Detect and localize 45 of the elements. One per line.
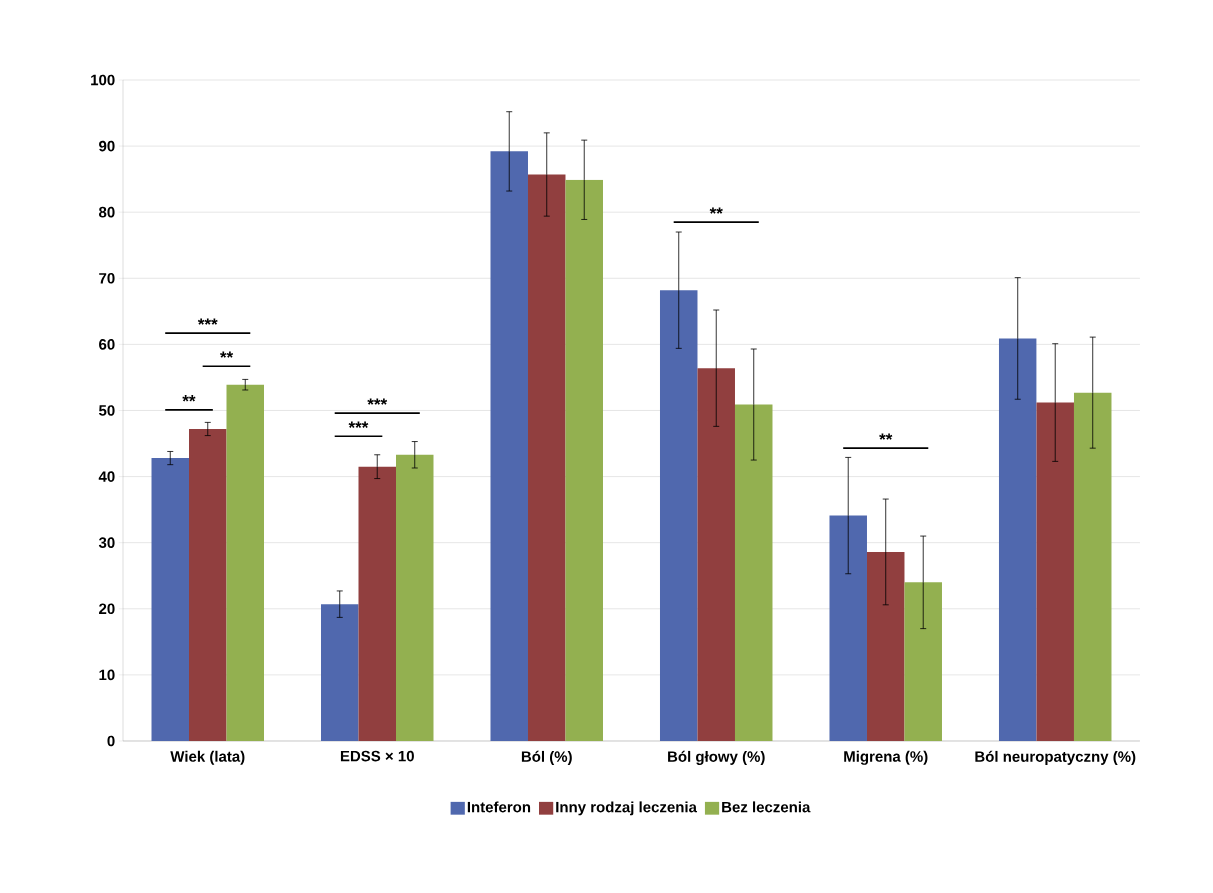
bar xyxy=(659,290,698,741)
annotation: ** xyxy=(879,433,893,440)
bar xyxy=(527,174,566,741)
y-tick-label: 80 xyxy=(98,206,115,218)
x-tick-label: Migrena (%) xyxy=(844,750,928,765)
annotation: *** xyxy=(348,421,369,428)
bar xyxy=(904,582,942,741)
legend-label: Inteferon xyxy=(467,801,531,813)
annotation: *** xyxy=(367,398,388,405)
y-tick-label: 70 xyxy=(99,272,115,284)
x-tick-label: Ból neuropatyczny (%) xyxy=(975,750,1136,765)
y-tick-label: 100 xyxy=(91,74,115,86)
annotation: ** xyxy=(709,207,723,214)
y-tick-label: 30 xyxy=(98,537,115,549)
bar xyxy=(396,454,434,741)
x-tick-label: EDSS × 10 xyxy=(340,750,414,762)
bar xyxy=(151,458,189,741)
bar xyxy=(1073,392,1112,741)
annotation: ** xyxy=(182,395,196,402)
bar xyxy=(490,151,528,741)
annotation: ** xyxy=(220,351,234,358)
legend-label: Inny rodzaj leczenia xyxy=(556,801,698,816)
bar xyxy=(866,551,905,741)
bar xyxy=(189,429,227,741)
bar xyxy=(358,466,396,741)
y-tick-label: 60 xyxy=(99,339,115,350)
y-tick-label: 20 xyxy=(99,603,115,615)
y-tick-label: 50 xyxy=(98,405,115,416)
bar xyxy=(829,515,867,741)
x-tick-label: Ból głowy (%) xyxy=(668,750,765,765)
bar xyxy=(1036,402,1074,741)
bar xyxy=(734,404,773,741)
y-tick-label: 90 xyxy=(99,140,115,152)
y-tick-label: 10 xyxy=(99,669,115,681)
bar xyxy=(998,338,1037,741)
bar xyxy=(697,368,735,741)
bar xyxy=(321,604,359,741)
x-tick-label: Ból (%) xyxy=(521,750,572,765)
bar xyxy=(565,179,603,741)
legend-label: Bez leczenia xyxy=(722,801,811,813)
x-tick-label: Wiek (lata) xyxy=(170,750,245,765)
bar xyxy=(226,384,264,741)
y-tick-label: 40 xyxy=(98,471,115,482)
y-tick-label: 0 xyxy=(107,735,115,747)
annotation: *** xyxy=(197,318,218,325)
